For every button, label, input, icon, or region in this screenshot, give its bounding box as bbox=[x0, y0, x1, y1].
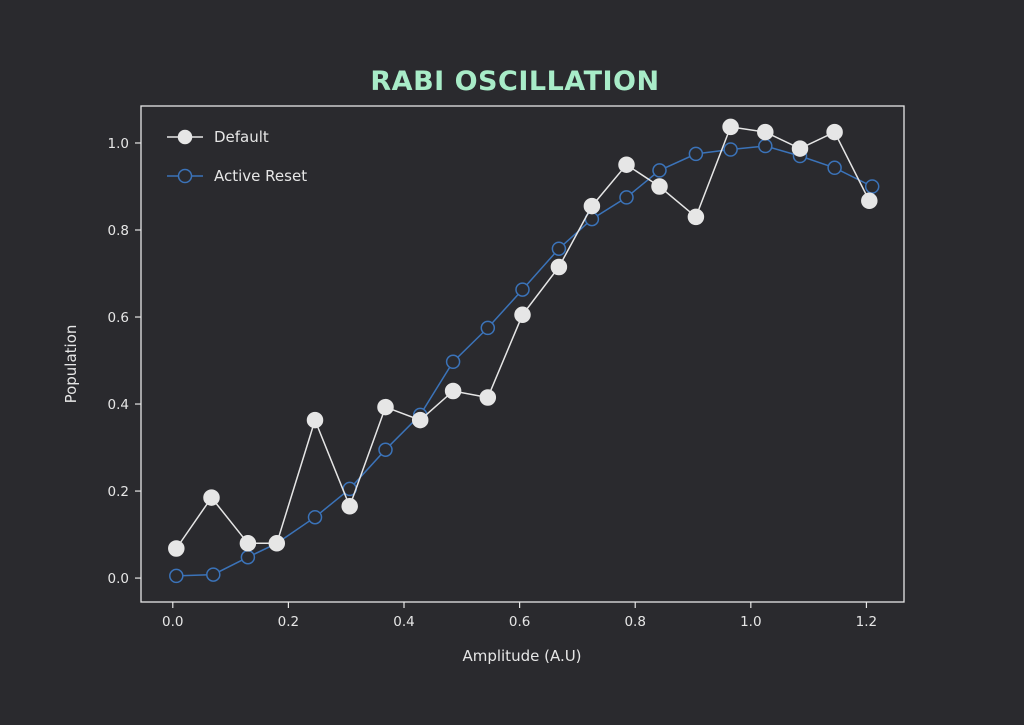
series-default bbox=[168, 118, 878, 557]
data-point-active-reset bbox=[307, 509, 323, 525]
data-point-default bbox=[444, 382, 462, 400]
data-point-default bbox=[687, 208, 705, 226]
x-axis-label: Amplitude (A.U) bbox=[462, 647, 581, 665]
data-point-active-reset bbox=[827, 160, 842, 176]
data-point-active-reset bbox=[551, 241, 567, 256]
data-point-active-reset bbox=[169, 568, 184, 584]
series-line-active-reset bbox=[176, 145, 873, 577]
x-tick-label: 1.2 bbox=[856, 614, 877, 630]
data-point-active-reset bbox=[723, 142, 738, 157]
data-point-default bbox=[550, 258, 568, 276]
y-tick-label: 0.6 bbox=[108, 310, 129, 326]
data-point-active-reset bbox=[378, 442, 393, 457]
data-point-active-reset bbox=[445, 354, 461, 370]
x-tick-label: 0.8 bbox=[624, 614, 645, 630]
x-tick-label: 0.0 bbox=[162, 614, 183, 630]
y-tick-label: 0.0 bbox=[108, 571, 129, 587]
data-point-default bbox=[722, 118, 739, 136]
data-point-default bbox=[203, 489, 220, 506]
x-tick-label: 0.6 bbox=[509, 614, 530, 630]
data-point-default bbox=[618, 156, 635, 173]
data-point-active-reset bbox=[758, 138, 773, 154]
chart-title: RABI OSCILLATION bbox=[370, 66, 659, 97]
x-tick-label: 1.0 bbox=[740, 614, 761, 630]
legend-label-active-reset: Active Reset bbox=[214, 167, 307, 185]
data-point-default bbox=[757, 123, 774, 141]
legend-item-default: Default bbox=[167, 128, 269, 146]
data-point-default bbox=[479, 389, 497, 406]
data-point-default bbox=[168, 540, 185, 557]
series-active-reset bbox=[169, 138, 880, 584]
data-point-default bbox=[268, 535, 286, 552]
legend-marker-active-reset bbox=[177, 168, 193, 184]
x-tick-label: 0.4 bbox=[393, 614, 414, 630]
series-layer bbox=[168, 118, 880, 584]
y-tick-label: 0.2 bbox=[108, 484, 129, 500]
data-point-default bbox=[583, 197, 601, 215]
data-point-active-reset bbox=[515, 282, 530, 297]
plot-frame bbox=[140, 105, 905, 603]
data-point-default bbox=[306, 411, 324, 429]
data-point-active-reset bbox=[206, 567, 221, 582]
y-axis-ticks: 0.0 0.2 0.4 0.6 0.8 1.0 bbox=[108, 136, 141, 587]
x-axis-ticks: 0.0 0.2 0.4 0.6 0.8 1.0 1.2 bbox=[162, 602, 877, 630]
y-tick-label: 0.8 bbox=[108, 223, 129, 239]
data-point-default bbox=[341, 498, 358, 515]
series-line-default bbox=[175, 126, 870, 549]
data-point-active-reset bbox=[240, 549, 256, 565]
data-point-default bbox=[411, 411, 429, 429]
legend-label-default: Default bbox=[214, 128, 269, 146]
data-point-active-reset bbox=[688, 146, 704, 162]
legend: Default Active Reset bbox=[167, 128, 307, 185]
data-point-active-reset bbox=[619, 190, 634, 205]
data-point-active-reset bbox=[864, 179, 880, 194]
x-tick-label: 0.2 bbox=[278, 614, 299, 630]
data-point-default bbox=[377, 398, 394, 416]
data-point-default bbox=[791, 140, 809, 157]
data-point-default bbox=[651, 178, 668, 195]
data-point-default bbox=[514, 306, 531, 324]
data-point-active-reset bbox=[652, 163, 667, 178]
data-point-active-reset bbox=[480, 320, 496, 336]
y-axis-label: Population bbox=[62, 325, 80, 404]
legend-item-active-reset: Active Reset bbox=[167, 167, 307, 185]
y-tick-label: 0.4 bbox=[108, 397, 129, 413]
y-tick-label: 1.0 bbox=[108, 136, 129, 152]
data-point-default bbox=[826, 123, 843, 141]
data-point-default bbox=[239, 535, 257, 552]
data-point-default bbox=[861, 192, 878, 210]
legend-marker-default bbox=[177, 129, 193, 145]
